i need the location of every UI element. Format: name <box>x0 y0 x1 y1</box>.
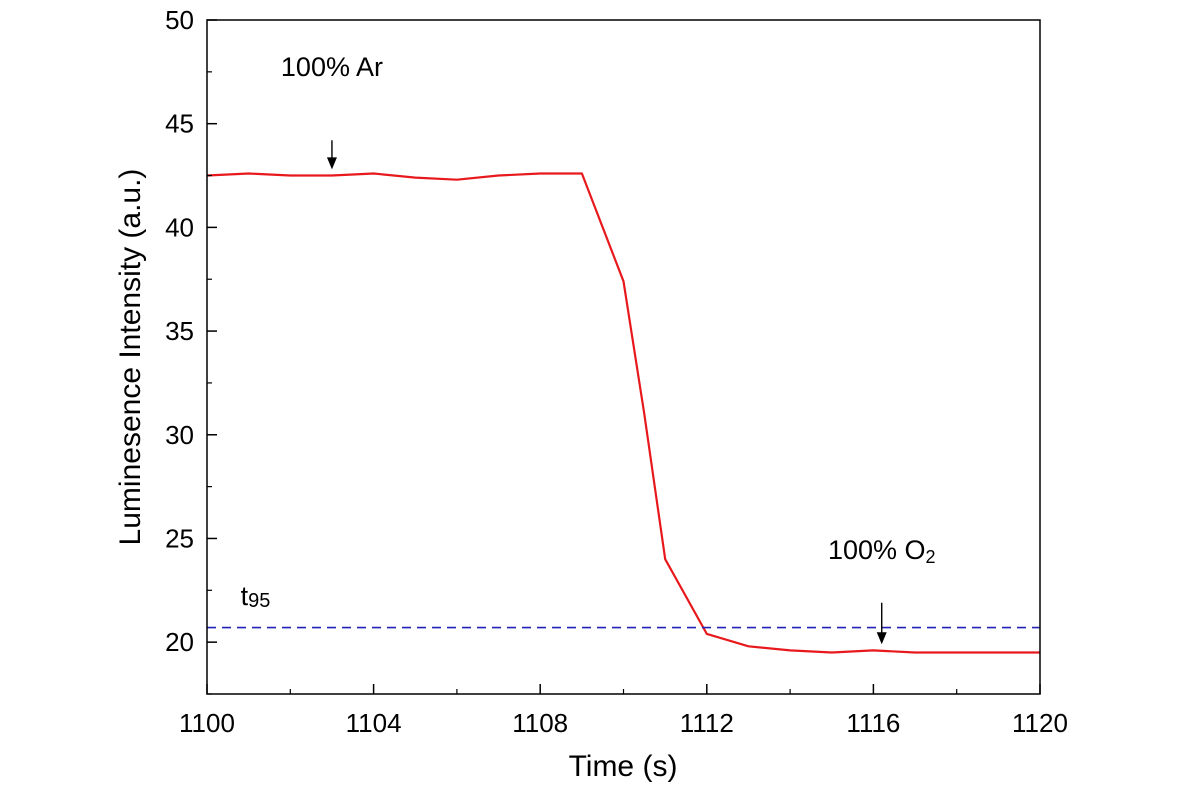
y-tick-label-5: 45 <box>165 109 194 139</box>
x-tick-label-3: 1112 <box>680 708 734 738</box>
x-tick-label-4: 1116 <box>846 708 900 738</box>
plot-frame <box>206 19 1041 695</box>
series-layer <box>206 172 1040 654</box>
x-tick-label-1: 1104 <box>346 708 402 738</box>
annotation-arrow-head-0 <box>326 157 337 170</box>
y-tick-label-4: 40 <box>165 212 194 242</box>
annotation-subscript-2: 95 <box>248 590 270 612</box>
annotation-arrow-head-1 <box>876 632 887 645</box>
annotation-label-2: t95 <box>241 581 271 612</box>
annotation-label-0: 100% Ar <box>281 52 383 82</box>
annotation-label-1: 100% O2 <box>828 535 936 567</box>
x-axis-label: Time (s) <box>569 750 678 783</box>
x-axis: 1100 1104 1108 1112 1116 1120 <box>179 684 1068 738</box>
x-tick-label-2: 1108 <box>512 708 568 738</box>
y-axis: 20 25 30 35 40 45 50 <box>165 5 217 695</box>
x-tick-label-0: 1100 <box>179 708 235 738</box>
y-tick-label-0: 20 <box>165 627 194 657</box>
y-axis-label: Luminesence Intensity (a.u.) <box>114 169 147 546</box>
y-tick-label-3: 35 <box>165 316 194 346</box>
annotation-layer: 100% Ar 100% O2 t95 <box>241 52 936 645</box>
y-tick-label-6: 50 <box>165 5 194 35</box>
y-tick-label-1: 25 <box>165 523 194 553</box>
series-line-0 <box>206 172 1040 654</box>
x-tick-label-5: 1120 <box>1012 708 1068 738</box>
annotation-subscript-1: 2 <box>926 547 936 567</box>
y-tick-label-2: 30 <box>165 420 194 450</box>
